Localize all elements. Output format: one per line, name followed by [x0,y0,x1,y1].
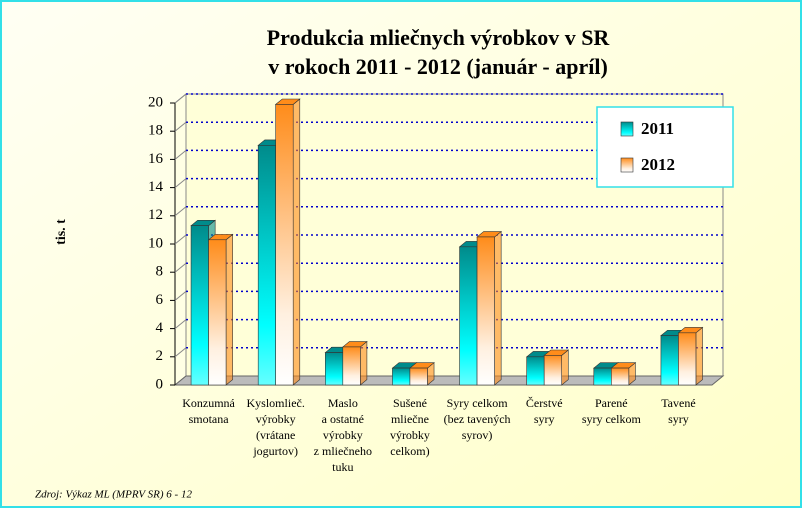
y-tick-label: 12 [148,207,163,223]
bar [593,367,612,386]
x-tick-label: syry [668,412,689,426]
y-tick-label: 6 [156,292,164,308]
bar [342,346,361,386]
y-tick-label: 8 [156,264,164,280]
x-tick-label: výrobky [256,412,296,426]
bar [409,367,428,386]
bar [678,332,697,386]
x-tick-label: výrobky [323,428,363,442]
x-tick-label: Čerstvé [526,396,563,410]
grid-line [174,206,187,217]
y-tick-label: 10 [148,235,163,251]
x-tick-label: smotana [189,412,230,426]
x-tick-label: a ostatné [322,412,364,426]
bar [459,246,478,386]
legend-label: 2012 [641,155,675,174]
y-tick-label: 14 [148,179,164,195]
legend-label: 2011 [641,119,674,138]
grid-line [174,121,187,132]
x-tick-label: Parené [595,396,628,410]
x-tick-label: celkom) [390,444,429,458]
bar-side [695,326,703,386]
grid-line [174,347,187,358]
grid-line [174,178,187,188]
x-tick-label: syrov) [462,428,493,442]
bar [208,239,227,386]
bar [543,355,562,386]
bar [275,104,294,386]
x-tick-label: mliečne [391,412,429,426]
bar-side [292,98,301,386]
x-tick-label: Syry celkom [447,396,509,410]
grid-line [174,150,187,160]
grid-line [174,234,187,245]
x-tick-label: syry [534,412,555,426]
x-tick-label: tuku [332,460,353,474]
grid-line [174,319,187,329]
x-tick-label: (vrátane [256,428,295,442]
bar [526,356,545,386]
source-note: Zdroj: Výkaz ML (MPRV SR) 6 - 12 [35,489,192,501]
x-tick-label: (bez tavených [444,412,511,426]
y-tick-label: 0 [156,376,164,392]
y-tick-label: 20 [148,94,163,110]
grid-line [174,93,187,104]
bar-side [494,230,502,386]
y-tick-label: 4 [156,320,164,336]
legend-box [596,106,734,188]
x-tick-label: Tavené [661,396,695,410]
bar [392,367,411,386]
grid-line [174,262,187,273]
bar [611,367,630,386]
x-tick-label: Konzumná [182,396,235,410]
bar-side [561,349,569,386]
y-tick-label: 18 [148,123,163,139]
bar [476,236,495,386]
x-tick-label: Kyslomlieč. [247,396,305,410]
chart-title: v rokoch 2011 - 2012 (január - apríl) [268,54,608,79]
x-tick-label: Sušené [393,396,427,410]
bar [257,145,276,386]
floor [173,375,725,386]
legend-swatch [620,157,634,173]
legend-swatch [620,121,634,137]
bar [660,335,679,386]
bar-side [225,233,233,386]
chart-title: Produkcia mliečnych výrobkov v SR [267,25,611,50]
bar-side [360,340,368,386]
x-tick-label: Maslo [328,396,358,410]
x-tick-label: z mliečneho [314,444,372,458]
bar [325,352,344,386]
bar [190,225,209,386]
grid-line [174,291,187,301]
y-tick-label: 16 [148,151,164,167]
x-tick-label: syry celkom [582,412,642,426]
x-tick-label: jogurtov) [252,444,298,458]
y-axis-label: tis. t [54,219,69,245]
x-tick-label: výrobky [390,428,430,442]
y-tick-label: 2 [156,348,164,364]
